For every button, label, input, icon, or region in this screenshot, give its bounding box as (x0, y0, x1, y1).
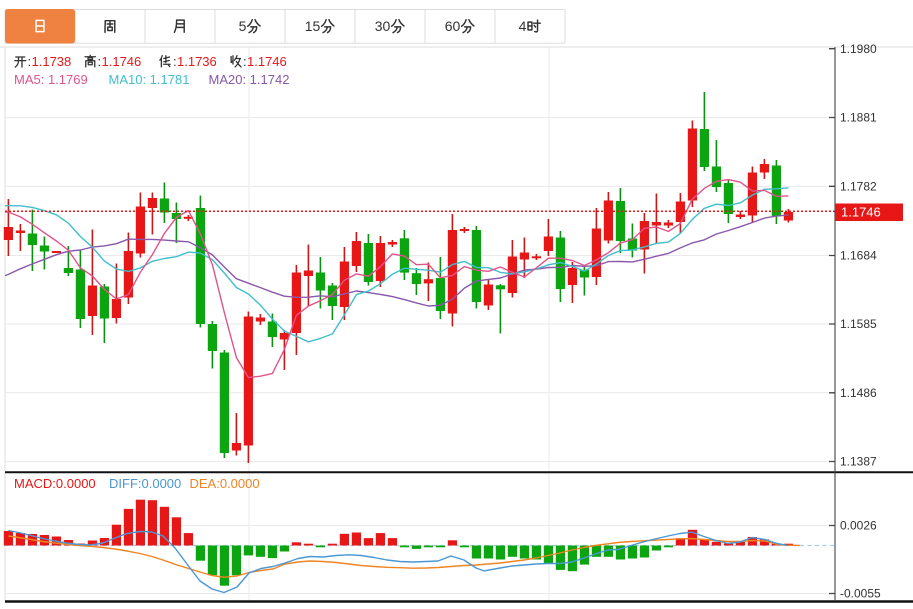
svg-text:MA5: 1.1769: MA5: 1.1769 (14, 72, 88, 87)
svg-text::: : (173, 54, 177, 69)
svg-text:1.1746: 1.1746 (102, 54, 142, 69)
svg-text:DIFF:0.0000: DIFF:0.0000 (109, 476, 181, 491)
svg-text::: : (98, 54, 102, 69)
svg-text:0.0026: 0.0026 (840, 519, 877, 533)
svg-text:4: 4 (519, 18, 527, 34)
svg-text:-0.0055: -0.0055 (840, 587, 881, 601)
svg-text:MA10: 1.1781: MA10: 1.1781 (109, 72, 190, 87)
svg-text:1.1746: 1.1746 (841, 205, 881, 220)
svg-text:15: 15 (305, 18, 321, 34)
svg-text:1.1684: 1.1684 (840, 249, 877, 263)
svg-text:1.1980: 1.1980 (840, 42, 877, 56)
svg-text:DEA:0.0000: DEA:0.0000 (190, 476, 260, 491)
svg-text:1.1881: 1.1881 (840, 111, 877, 125)
svg-text::: : (243, 54, 247, 69)
svg-text::: : (28, 54, 32, 69)
svg-text:MACD:0.0000: MACD:0.0000 (14, 476, 96, 491)
svg-text:1.1782: 1.1782 (840, 180, 877, 194)
svg-text:1.1486: 1.1486 (840, 386, 877, 400)
svg-text:5: 5 (239, 18, 247, 34)
svg-text:MA20: 1.1742: MA20: 1.1742 (209, 72, 290, 87)
svg-text:1.1387: 1.1387 (840, 455, 877, 469)
svg-text:1.1585: 1.1585 (840, 317, 877, 331)
svg-text:60: 60 (445, 18, 461, 34)
svg-text:1.1738: 1.1738 (32, 54, 72, 69)
svg-text:1.1736: 1.1736 (177, 54, 217, 69)
svg-text:30: 30 (375, 18, 391, 34)
svg-text:1.1746: 1.1746 (247, 54, 287, 69)
